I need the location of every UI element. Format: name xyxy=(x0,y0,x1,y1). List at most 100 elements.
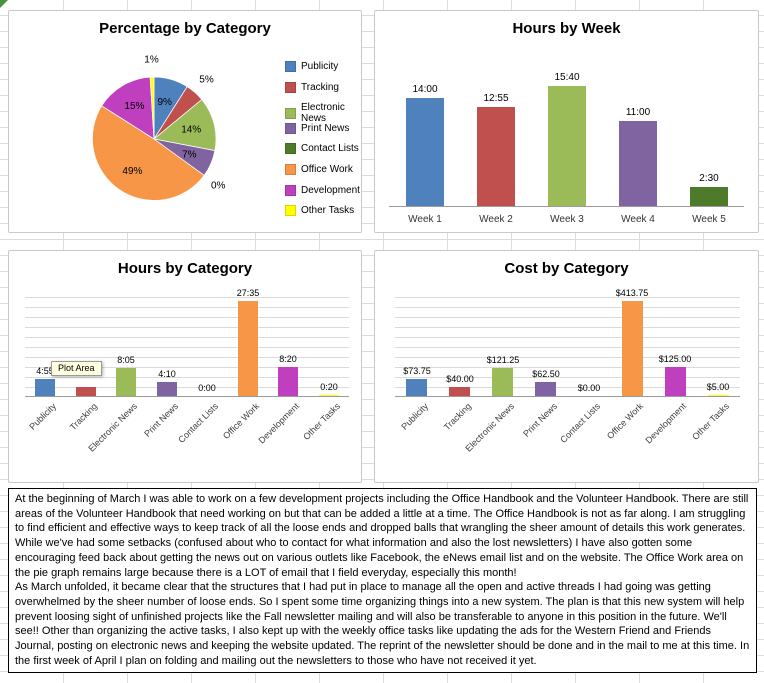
chart-hours-by-week[interactable]: 14:00 Week 1 12:55 Week 2 15:40 Week 3 11:00 We… xyxy=(374,10,759,233)
value-label: $40.00 xyxy=(446,374,474,384)
pie-svg: 9% 5% 14% 7% 0% 49% 15% 1% xyxy=(92,55,226,201)
bar-week-2[interactable] xyxy=(477,107,515,206)
pie-percent-label: 0% xyxy=(211,181,226,192)
report-paragraph-2: As March unfolded, it became clear that … xyxy=(15,581,750,667)
gridline xyxy=(25,337,349,338)
bar-tracking[interactable] xyxy=(449,387,470,396)
bar-development[interactable] xyxy=(278,367,298,396)
legend-item-print-news[interactable]: Print News xyxy=(285,123,349,134)
value-label: 14:00 xyxy=(412,84,438,95)
gridline xyxy=(395,307,740,308)
legend-label: Tracking xyxy=(301,82,339,93)
chart-title: Cost by Category xyxy=(504,260,629,277)
value-label: $0.00 xyxy=(577,383,601,393)
pie-percent-label: 7% xyxy=(182,149,197,160)
gridline xyxy=(395,317,740,318)
bar-development[interactable] xyxy=(665,367,686,396)
chart-title: Percentage by Category xyxy=(99,20,271,37)
pie-percent-label: 15% xyxy=(124,101,144,112)
legend-swatch xyxy=(285,107,296,119)
value-label: $125.00 xyxy=(658,354,692,364)
bar-print-news[interactable] xyxy=(157,382,177,396)
gridline xyxy=(25,297,349,298)
bar-electronic-news[interactable] xyxy=(116,368,136,396)
bar-publicity[interactable] xyxy=(35,379,55,396)
bar-week-3[interactable] xyxy=(548,86,586,206)
legend-item-development[interactable]: Development xyxy=(285,185,360,196)
plot-area[interactable]: 14:00 Week 1 12:55 Week 2 15:40 Week 3 11:00 We… xyxy=(389,61,744,225)
value-label: 27:35 xyxy=(236,288,260,298)
report-paragraph-1: At the beginning of March I was able to … xyxy=(15,493,749,579)
pie-slice-office-work[interactable] xyxy=(92,105,205,201)
legend-swatch xyxy=(285,164,296,175)
bar-week-5[interactable] xyxy=(690,187,728,206)
bar-other-tasks[interactable] xyxy=(708,395,729,396)
gridline xyxy=(25,367,349,368)
gridline xyxy=(395,357,740,358)
bar-tracking[interactable] xyxy=(76,387,96,396)
legend-label: Electronic News xyxy=(301,102,345,124)
category-label: Week 3 xyxy=(550,214,584,225)
pie-percent-label: 5% xyxy=(199,75,214,86)
gridline xyxy=(395,377,740,378)
bar-week-4[interactable] xyxy=(619,121,657,206)
value-label: 8:20 xyxy=(279,354,297,364)
pie-percent-label: 14% xyxy=(181,124,201,135)
pie-slice-development[interactable] xyxy=(101,76,155,140)
legend-item-contact-lists[interactable]: Contact Lists xyxy=(285,143,359,154)
bar-other-tasks[interactable] xyxy=(319,395,339,396)
gridline xyxy=(25,327,349,328)
chart-cost-by-category[interactable]: $73.75 Publicity $40.00 Tracking $121.25 Elec… xyxy=(374,250,759,483)
gridline xyxy=(395,297,740,298)
value-label: 4:10 xyxy=(158,369,176,379)
legend-label: Contact Lists xyxy=(301,143,359,154)
value-label: $413.75 xyxy=(615,288,649,298)
x-axis xyxy=(25,396,349,397)
legend-item-office-work[interactable]: Office Work xyxy=(285,164,353,175)
bar-plot-area-hours-by-category[interactable]: 4:55 Publicity Tracking 8:05 Electronic News… xyxy=(9,251,361,482)
legend-item-publicity[interactable]: Publicity xyxy=(285,61,338,72)
legend-label: Print News xyxy=(301,123,350,134)
legend-label: Publicity xyxy=(301,61,339,72)
legend-swatch xyxy=(285,185,296,196)
legend-item-electronic-news[interactable]: Electronic News xyxy=(285,102,361,124)
legend-swatch xyxy=(285,61,296,72)
pie-slice-electronic-news[interactable] xyxy=(153,98,217,152)
bar-plot-area-hours-by-week[interactable]: 14:00 Week 1 12:55 Week 2 15:40 Week 3 11:00 We… xyxy=(375,11,758,232)
value-label: 2:30 xyxy=(699,173,719,184)
gridline xyxy=(25,357,349,358)
legend-item-other-tasks[interactable]: Other Tasks xyxy=(285,205,354,216)
bar-plot-area-cost-by-category[interactable]: $73.75 Publicity $40.00 Tracking $121.25 Elec… xyxy=(375,251,758,482)
category-label: Week 4 xyxy=(621,214,655,225)
bar-print-news[interactable] xyxy=(535,382,556,396)
legend-swatch xyxy=(285,205,296,216)
bar-publicity[interactable] xyxy=(406,379,427,396)
value-label: 11:00 xyxy=(625,107,651,118)
chart-title: Hours by Category xyxy=(117,260,253,277)
value-label: $5.00 xyxy=(706,382,730,392)
bar-week-1[interactable] xyxy=(406,98,444,206)
gridline xyxy=(395,347,740,348)
report-textbox[interactable]: At the beginning of March I was able to … xyxy=(8,488,757,673)
gridline xyxy=(25,387,349,388)
chart-percentage-by-category[interactable]: 9% 5% 14% 7% 0% 49% 15% 1% Publicity Tracking Elec… xyxy=(8,10,362,233)
pie-slice-other-tasks[interactable] xyxy=(149,76,155,140)
bar-office-work[interactable] xyxy=(622,301,643,396)
plot-area[interactable]: 4:55 Publicity Tracking 8:05 Electronic News… xyxy=(25,288,349,454)
x-axis xyxy=(395,396,740,397)
category-label: Week 2 xyxy=(479,214,513,225)
legend-swatch xyxy=(285,123,296,134)
pie-plot-area[interactable]: 9% 5% 14% 7% 0% 49% 15% 1% Publicity Tracking Elec… xyxy=(9,11,361,232)
legend-item-tracking[interactable]: Tracking xyxy=(285,82,339,93)
pie-percent-label: 49% xyxy=(122,166,142,177)
bar-electronic-news[interactable] xyxy=(492,368,513,396)
plot-area[interactable]: $73.75 Publicity $40.00 Tracking $121.25 Elec… xyxy=(395,288,740,454)
gridline xyxy=(395,367,740,368)
value-label: $62.50 xyxy=(532,369,560,379)
gridline xyxy=(25,347,349,348)
chart-hours-by-category[interactable]: 4:55 Publicity Tracking 8:05 Electronic News… xyxy=(8,250,362,483)
plot-area-tooltip: Plot Area xyxy=(51,361,102,376)
bar-office-work[interactable] xyxy=(238,301,258,396)
gridline xyxy=(25,377,349,378)
